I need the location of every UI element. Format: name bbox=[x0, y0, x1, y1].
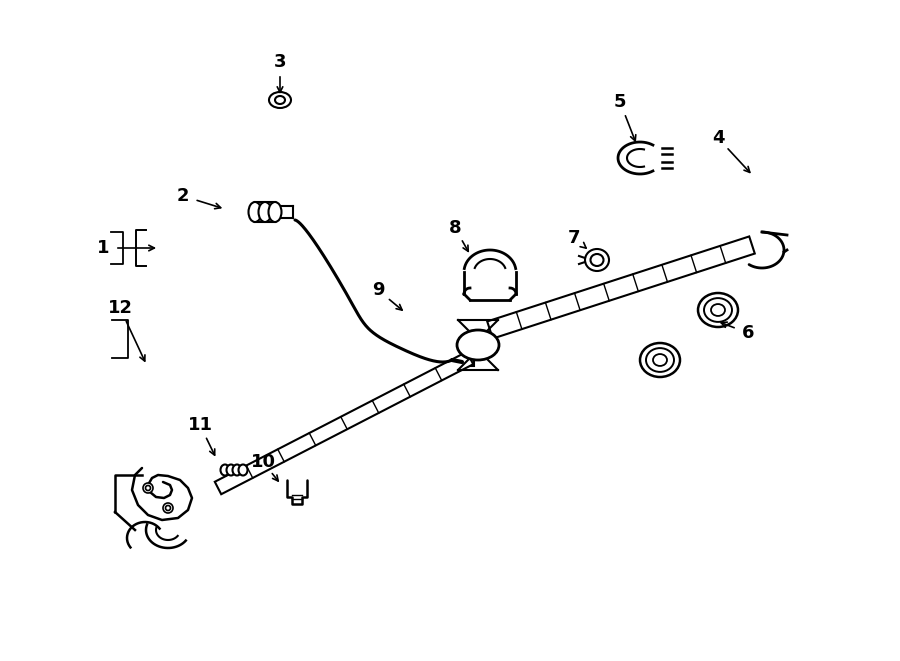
Ellipse shape bbox=[711, 304, 725, 316]
Ellipse shape bbox=[248, 202, 262, 222]
Text: 9: 9 bbox=[372, 281, 384, 299]
Ellipse shape bbox=[653, 354, 667, 366]
Ellipse shape bbox=[590, 254, 604, 266]
Text: 2: 2 bbox=[176, 187, 189, 205]
Text: 7: 7 bbox=[568, 229, 580, 247]
Text: 10: 10 bbox=[250, 453, 275, 471]
Ellipse shape bbox=[232, 465, 241, 475]
Polygon shape bbox=[487, 237, 755, 338]
Text: 1: 1 bbox=[97, 239, 109, 257]
Circle shape bbox=[143, 483, 153, 493]
Ellipse shape bbox=[268, 202, 282, 222]
Text: 4: 4 bbox=[712, 129, 724, 147]
Circle shape bbox=[146, 485, 150, 490]
Circle shape bbox=[163, 503, 173, 513]
Circle shape bbox=[166, 506, 170, 510]
Ellipse shape bbox=[258, 202, 272, 222]
Ellipse shape bbox=[227, 465, 236, 475]
Ellipse shape bbox=[220, 465, 230, 475]
Text: 5: 5 bbox=[614, 93, 626, 111]
Ellipse shape bbox=[275, 96, 285, 104]
Text: 3: 3 bbox=[274, 53, 286, 71]
Text: 8: 8 bbox=[449, 219, 462, 237]
Text: 12: 12 bbox=[107, 299, 132, 317]
Text: 6: 6 bbox=[742, 324, 754, 342]
FancyBboxPatch shape bbox=[458, 357, 474, 366]
Ellipse shape bbox=[457, 330, 499, 360]
Text: 11: 11 bbox=[187, 416, 212, 434]
Ellipse shape bbox=[269, 92, 291, 108]
Polygon shape bbox=[215, 352, 473, 494]
Ellipse shape bbox=[585, 249, 609, 271]
Ellipse shape bbox=[238, 465, 248, 475]
